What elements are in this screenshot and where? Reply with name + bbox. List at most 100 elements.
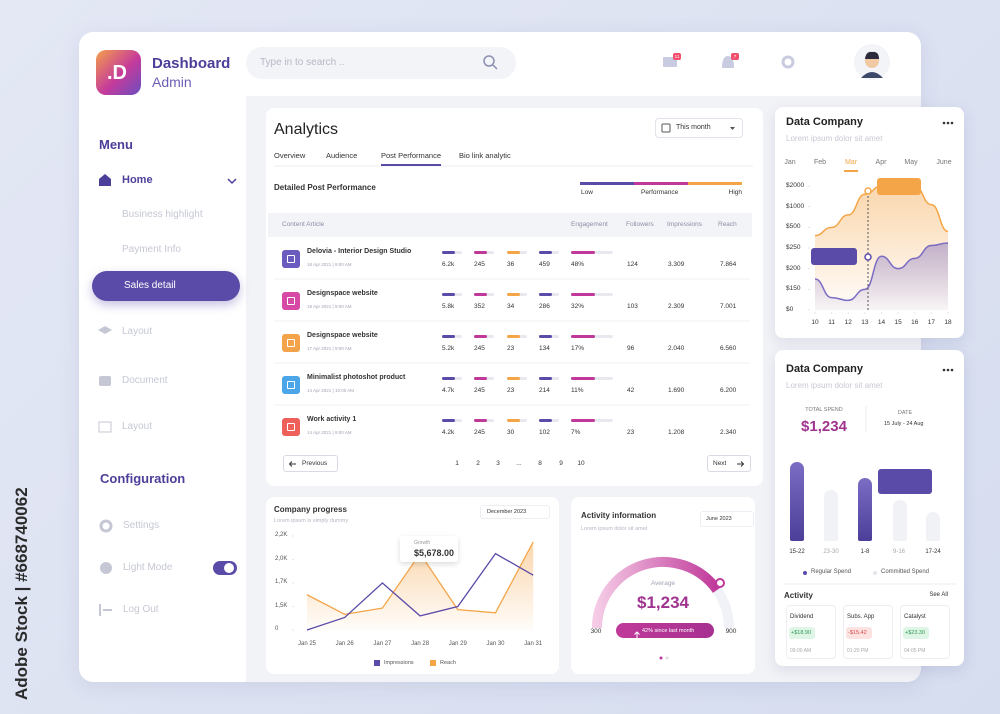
cell-value: 32% (571, 303, 585, 311)
card-subtitle: Lorem ipsum dolor sit amet (786, 381, 883, 391)
tooltip (878, 469, 932, 494)
mini-bar (474, 377, 487, 380)
config-item[interactable]: Settings (123, 520, 160, 531)
config-item[interactable]: Light Mode (123, 562, 173, 573)
page-number[interactable]: 2 (476, 460, 480, 468)
mini-bar (474, 251, 487, 254)
analytics-title: Analytics (274, 121, 339, 139)
config-item[interactable]: Log Out (123, 604, 159, 615)
article-name: Designspace website (307, 289, 378, 297)
pager-button[interactable]: Next (713, 460, 727, 468)
tab[interactable]: Bio link analytic (459, 150, 511, 160)
see-all-link[interactable]: See All (929, 592, 948, 599)
activity-item[interactable] (900, 605, 950, 659)
page-number[interactable]: 1 (455, 460, 459, 468)
month-tab[interactable]: Feb (813, 158, 827, 166)
cell-value: 11% (571, 387, 584, 395)
tab[interactable]: Post Performance (381, 150, 442, 160)
menu-item[interactable]: Layout (122, 421, 153, 432)
article-date: 18 Apr 2021 | 9:00 AM (307, 304, 352, 310)
badge-count: 11 (674, 53, 680, 59)
cell-value: 1.208 (668, 429, 685, 437)
page-number[interactable]: 8 (538, 460, 542, 468)
period-label[interactable]: June 2023 (706, 515, 732, 522)
active-menu-pill[interactable] (92, 271, 240, 301)
article-name: Designspace website (307, 331, 378, 339)
period-label[interactable]: This month (676, 123, 711, 131)
area-line (814, 242, 949, 302)
activity-time: 01:20 PM (847, 648, 869, 654)
menu-item[interactable]: Layout (122, 326, 153, 337)
legend-label: Performance (641, 189, 679, 197)
caret (730, 127, 735, 130)
mini-bar (571, 377, 595, 380)
next-button[interactable] (707, 455, 751, 472)
period-label[interactable]: December 2023 (487, 508, 527, 515)
page-number[interactable]: 10 (577, 460, 585, 468)
cell-value: 7% (571, 429, 581, 437)
pager-button[interactable]: Previous (302, 460, 328, 468)
activity-item[interactable] (843, 605, 893, 659)
menu-item[interactable]: Sales detail (124, 280, 176, 291)
mini-bar (571, 251, 595, 254)
article-icon (282, 250, 300, 268)
article-icon-glyph (287, 297, 295, 305)
page-number[interactable]: ... (516, 460, 522, 468)
activity-item[interactable] (786, 605, 836, 659)
period-button[interactable] (655, 118, 743, 138)
legend-label: Committed Spend (881, 569, 930, 576)
article-date: 14 Apr 2021 | 10:00 AM (307, 388, 354, 394)
legend-label: Regular Spend (811, 569, 852, 576)
date-label[interactable]: 15 July - 24 Aug (884, 420, 924, 427)
cell-value: 103 (627, 303, 638, 311)
section-title: Detailed Post Performance (274, 183, 376, 193)
mini-bar (442, 377, 455, 380)
article-icon (282, 376, 300, 394)
menu-item[interactable]: Home (122, 174, 153, 187)
toggle-knob (224, 563, 234, 573)
tab[interactable]: Audience (326, 150, 358, 160)
mini-bar (571, 419, 595, 422)
cell-value: 286 (539, 303, 550, 311)
arrow-right (737, 461, 745, 467)
hover-dot (864, 187, 872, 195)
menu-item[interactable]: Business highlight (122, 209, 203, 220)
cell-value: 17% (571, 345, 585, 353)
month-tab[interactable]: June (936, 158, 952, 166)
card-subtitle: Lorem ipsum dolor sit amet (581, 525, 648, 532)
previous-button[interactable] (283, 455, 338, 472)
tooltip-value: $5,678.00 (414, 547, 455, 558)
mini-bar (539, 335, 552, 338)
page-number[interactable]: 9 (559, 460, 563, 468)
bar-label: 17-24 (925, 549, 941, 556)
arrow-icon (634, 631, 640, 639)
page-number[interactable]: 3 (496, 460, 500, 468)
card-subtitle: Lorem ipsum dolor sit amet (786, 134, 883, 144)
period-box[interactable] (480, 505, 550, 519)
x-tick-label: Jan 26 (335, 641, 354, 648)
watermark: Adobe Stock | #668740062 (12, 487, 31, 700)
period-box[interactable] (700, 511, 754, 527)
cell-value: 124 (627, 261, 638, 269)
month-tab[interactable]: Jan (784, 158, 796, 166)
more-icon (946, 368, 950, 372)
menu-item[interactable]: Document (122, 375, 168, 386)
month-tab[interactable]: May (904, 158, 918, 166)
search-placeholder[interactable]: Type in to search .. (260, 57, 345, 68)
article-name: Work activity 1 (307, 415, 357, 423)
stat-label: DATE (897, 409, 913, 416)
month-tab[interactable]: Mar (844, 158, 858, 166)
column-header: Followers (626, 221, 654, 229)
x-tick-label: 13 (861, 319, 869, 327)
mini-bar (507, 251, 520, 254)
y-tick-label: 1,7K (275, 579, 288, 586)
column-header: Engagement (571, 221, 608, 229)
search-box[interactable] (246, 47, 516, 79)
mini-bar (507, 377, 520, 380)
month-tab[interactable]: Apr (875, 158, 887, 166)
legend-label: Impressions (384, 659, 414, 666)
tab[interactable]: Overview (274, 150, 306, 160)
menu-item[interactable]: Payment Info (122, 244, 181, 255)
amount-pill (846, 627, 872, 639)
gauge-arc (592, 557, 722, 629)
